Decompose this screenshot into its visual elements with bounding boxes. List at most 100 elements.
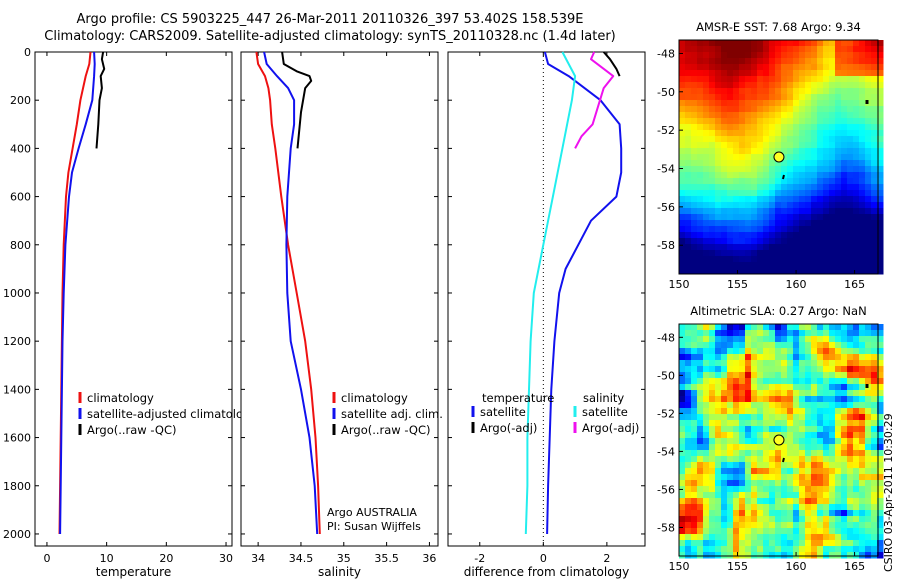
sst-map-cell	[859, 196, 866, 203]
sst-map-cell	[775, 124, 782, 131]
sla-map-cell	[763, 408, 770, 415]
sst-map-cell	[703, 136, 710, 143]
sla-map-cell	[757, 528, 764, 535]
sst-map-cell	[835, 160, 842, 167]
sst-map-cell	[823, 166, 830, 173]
sla-map-cell	[823, 390, 830, 397]
sst-map-cell	[679, 88, 686, 95]
sla-map-cell	[805, 420, 812, 427]
sst-map-cell	[739, 40, 746, 47]
sla-map-cell	[841, 396, 848, 403]
sst-map-cell	[811, 88, 818, 95]
data-source-annotation: Argo AUSTRALIA	[327, 506, 417, 519]
sla-map-cell	[871, 462, 878, 469]
sla-map-cell	[703, 438, 710, 445]
sst-map-cell	[727, 166, 734, 173]
sla-map-cell	[781, 510, 788, 517]
sla-map-cell	[799, 342, 806, 349]
sst-map-cell	[727, 184, 734, 191]
sla-map-cell	[811, 336, 818, 343]
sla-map-xtick-label: 155	[727, 560, 748, 573]
sla-map-cell	[763, 420, 770, 427]
sla-map-cell	[751, 408, 758, 415]
sla-map-cell	[691, 378, 698, 385]
sla-map-cell	[853, 528, 860, 535]
sst-map-cell	[715, 88, 722, 95]
sla-map-cell	[751, 420, 758, 427]
sst-map-cell	[727, 130, 734, 137]
sla-map-cell	[763, 456, 770, 463]
sla-map-cell	[679, 366, 686, 373]
sla-map-cell	[709, 474, 716, 481]
sla-map-cell	[697, 498, 704, 505]
sst-map-title: AMSR-E SST: 7.68 Argo: 9.34	[696, 20, 861, 34]
sla-map-cell	[709, 480, 716, 487]
sst-map-cell	[775, 64, 782, 71]
sla-map-cell	[859, 390, 866, 397]
sst-map-cell	[721, 124, 728, 131]
sst-map-cell	[703, 106, 710, 113]
sla-map-cell	[763, 402, 770, 409]
temperature-plot-frame	[34, 51, 233, 547]
sst-map-cell	[745, 262, 752, 269]
sst-map-cell	[709, 256, 716, 263]
sst-map-cell	[685, 52, 692, 59]
sst-map-cell	[865, 184, 872, 191]
sst-map-cell	[835, 208, 842, 215]
sla-map-cell	[751, 528, 758, 535]
sst-map-cell	[679, 232, 686, 239]
sla-map-cell	[685, 474, 692, 481]
sla-map-cell	[793, 444, 800, 451]
sla-map-cell	[763, 504, 770, 511]
sla-map-cell	[865, 540, 872, 547]
sst-map-cell	[859, 76, 866, 83]
sst-map-cell	[799, 256, 806, 263]
sst-map-cell	[841, 190, 848, 197]
sla-map-cell	[787, 414, 794, 421]
sst-map-cell	[805, 148, 812, 155]
sla-map-cell	[847, 402, 854, 409]
sst-map-cell	[679, 148, 686, 155]
sla-map-cell	[811, 330, 818, 337]
sst-map-cell	[865, 220, 872, 227]
sst-map-cell	[745, 256, 752, 263]
sst-map-cell	[817, 64, 824, 71]
sla-map-cell	[775, 420, 782, 427]
sla-map-cell	[715, 336, 722, 343]
sst-map-cell	[757, 40, 764, 47]
sla-map-cell	[793, 480, 800, 487]
sst-map-cell	[757, 142, 764, 149]
sst-map-cell	[709, 190, 716, 197]
salinity-series-blue	[263, 51, 319, 535]
sst-map-cell	[679, 52, 686, 59]
sla-map-cell	[877, 450, 884, 457]
sla-map-cell	[727, 336, 734, 343]
sst-map-cell	[793, 40, 800, 47]
sla-map-cell	[799, 432, 806, 439]
sla-map-cell	[745, 408, 752, 415]
sst-map-cell	[733, 226, 740, 233]
sst-map-cell	[793, 214, 800, 221]
sst-map-cell	[811, 154, 818, 161]
temperature-xtick-label: 10	[100, 552, 114, 565]
sla-map-cell	[859, 324, 866, 331]
sla-map-cell	[775, 492, 782, 499]
sst-map-cell	[805, 76, 812, 83]
sst-map-cell	[805, 58, 812, 65]
sst-map-cell	[733, 82, 740, 89]
sla-map-cell	[787, 408, 794, 415]
sla-map-cell	[757, 468, 764, 475]
sst-map-cell	[847, 220, 854, 227]
sst-map-cell	[865, 214, 872, 221]
sla-map-cell	[757, 420, 764, 427]
sst-map-cell	[781, 76, 788, 83]
sla-map-cell	[715, 546, 722, 553]
legend-temperature-entry: satellite	[480, 405, 526, 419]
sla-map-cell	[799, 402, 806, 409]
sla-map-cell	[811, 492, 818, 499]
sla-map-cell	[775, 552, 782, 559]
sst-map-cell	[799, 250, 806, 257]
sst-map-cell	[853, 124, 860, 131]
sst-map-cell	[685, 94, 692, 101]
sst-map-cell	[835, 52, 842, 59]
